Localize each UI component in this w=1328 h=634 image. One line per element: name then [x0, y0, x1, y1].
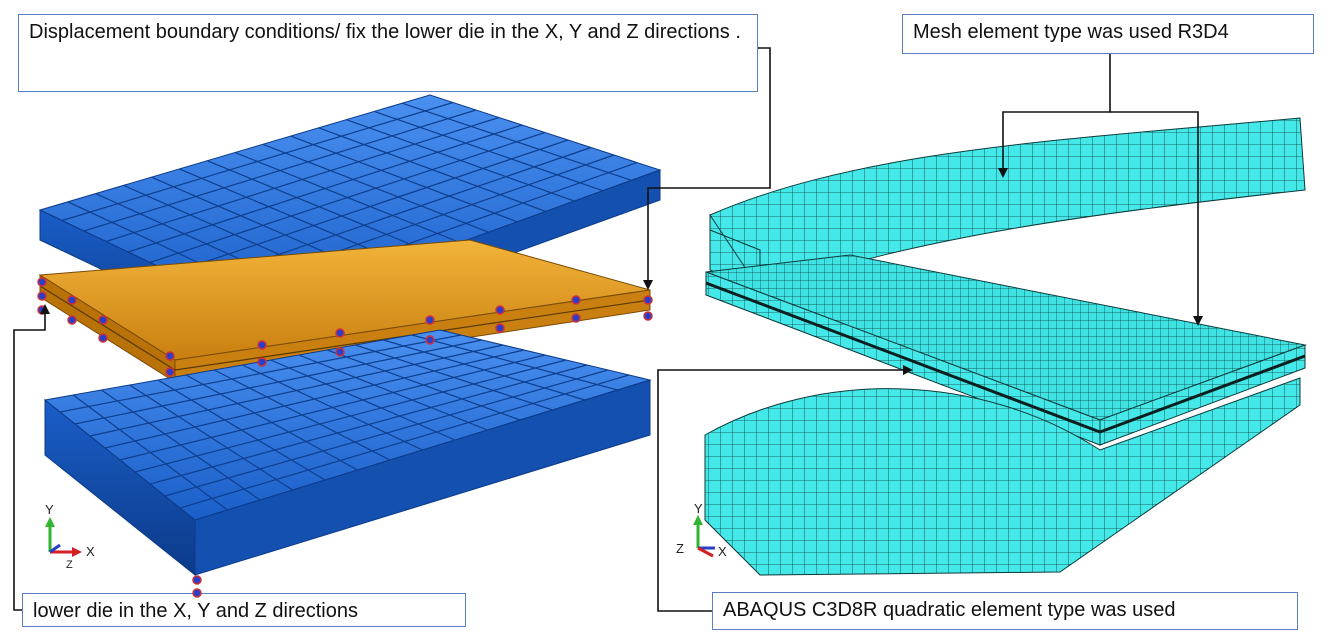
leader-boundary-conditions	[647, 47, 771, 282]
triad-right-x: X	[718, 544, 727, 559]
mesh-r3d4-callout: Mesh element type was used R3D4	[902, 14, 1314, 54]
boundary-conditions-text: Displacement boundary conditions/ fix th…	[29, 21, 741, 43]
leader-lower-die	[13, 312, 46, 611]
axis-triad-left: Y X Z	[45, 502, 95, 571]
leader-r3d4-upper	[1002, 54, 1111, 170]
axis-triad-right: Y X Z	[676, 501, 727, 559]
boundary-conditions-callout: Displacement boundary conditions/ fix th…	[18, 14, 758, 92]
sheet-mesh-right	[705, 254, 1307, 446]
leader-c3d8r	[657, 369, 905, 612]
lower-die-callout: lower die in the X, Y and Z directions	[22, 593, 466, 627]
mesh-c3d8r-callout: ABAQUS C3D8R quadratic element type was …	[712, 592, 1298, 630]
triad-left-y: Y	[45, 502, 54, 517]
lower-die-left	[43, 329, 652, 577]
triad-left-x: X	[86, 544, 95, 559]
triad-left-z: Z	[66, 559, 73, 571]
leader-lines	[13, 47, 1203, 612]
leader-r3d4-lower	[1110, 111, 1199, 318]
lower-die-text: lower die in the X, Y and Z directions	[33, 600, 358, 622]
triad-right-y: Y	[694, 501, 703, 516]
upper-die-right	[709, 117, 1306, 292]
lower-die-right	[704, 377, 1301, 576]
mesh-c3d8r-text: ABAQUS C3D8R quadratic element type was …	[723, 599, 1176, 621]
mesh-r3d4-text: Mesh element type was used R3D4	[913, 21, 1229, 43]
triad-right-z: Z	[676, 541, 684, 556]
